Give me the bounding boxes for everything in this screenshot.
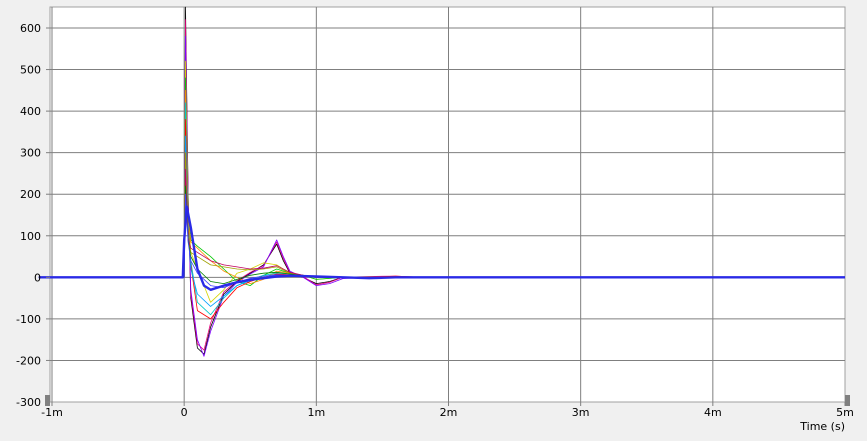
- y-tick-label: 200: [20, 188, 41, 201]
- x-tick-label: 5m: [836, 406, 854, 419]
- y-tick-label: 400: [20, 105, 41, 118]
- plot-area: [49, 6, 846, 403]
- x-tick-label: 2m: [440, 406, 458, 419]
- x-axis: -1m 0 1m 2m 3m 4m 5m: [41, 402, 854, 419]
- x-tick-label: 4m: [704, 406, 722, 419]
- x-axis-label: Time (s): [799, 420, 845, 433]
- series-line-14: [38, 205, 845, 291]
- y-tick-label: 600: [20, 22, 41, 35]
- x-tick-label: 1m: [307, 406, 325, 419]
- y-tick-label: 0: [34, 271, 41, 284]
- y-axis: 600 500 400 300 200 100 0 -100 -200 -300: [16, 22, 50, 409]
- x-tick-label: 0: [181, 406, 188, 419]
- scroll-handle-right[interactable]: [845, 395, 850, 406]
- x-tick-label: -1m: [41, 406, 63, 419]
- x-tick-label: 3m: [572, 406, 590, 419]
- y-tick-label: 300: [20, 147, 41, 160]
- scroll-handle-left[interactable]: [45, 395, 50, 406]
- y-tick-label: 100: [20, 230, 41, 243]
- y-tick-label: -100: [16, 313, 41, 326]
- series-layer: [38, 6, 845, 357]
- y-tick-label: -300: [16, 396, 41, 409]
- y-tick-label: 500: [20, 64, 41, 77]
- y-tick-label: -200: [16, 354, 41, 367]
